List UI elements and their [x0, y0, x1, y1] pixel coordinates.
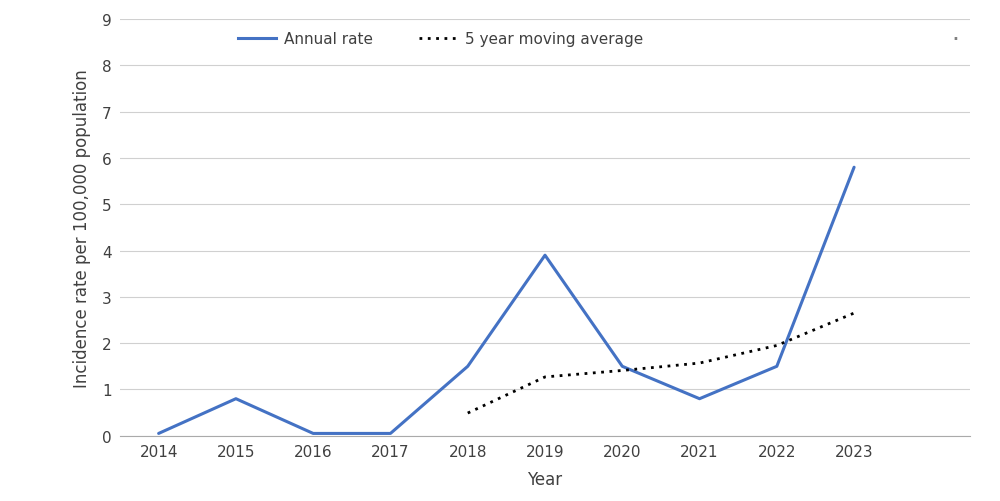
Annual rate — [848, 165, 860, 171]
Annual rate — [539, 253, 551, 259]
Line: Annual rate: Annual rate — [159, 168, 854, 433]
Annual rate — [307, 430, 319, 436]
Annual rate — [462, 364, 474, 370]
Line: 5 year moving average: 5 year moving average — [468, 314, 854, 413]
Annual rate — [153, 430, 165, 436]
Annual rate — [384, 430, 396, 436]
Annual rate — [694, 396, 706, 402]
Text: ·: · — [951, 28, 959, 52]
X-axis label: Year: Year — [527, 470, 563, 488]
Y-axis label: Incidence rate per 100,000 population: Incidence rate per 100,000 population — [73, 69, 91, 387]
Annual rate — [230, 396, 242, 402]
5 year moving average — [539, 374, 551, 380]
5 year moving average — [694, 360, 706, 366]
Annual rate — [616, 364, 628, 370]
Legend: Annual rate, 5 year moving average: Annual rate, 5 year moving average — [238, 32, 643, 47]
5 year moving average — [616, 368, 628, 374]
5 year moving average — [462, 410, 474, 416]
Annual rate — [771, 364, 783, 370]
5 year moving average — [848, 311, 860, 317]
5 year moving average — [771, 343, 783, 349]
